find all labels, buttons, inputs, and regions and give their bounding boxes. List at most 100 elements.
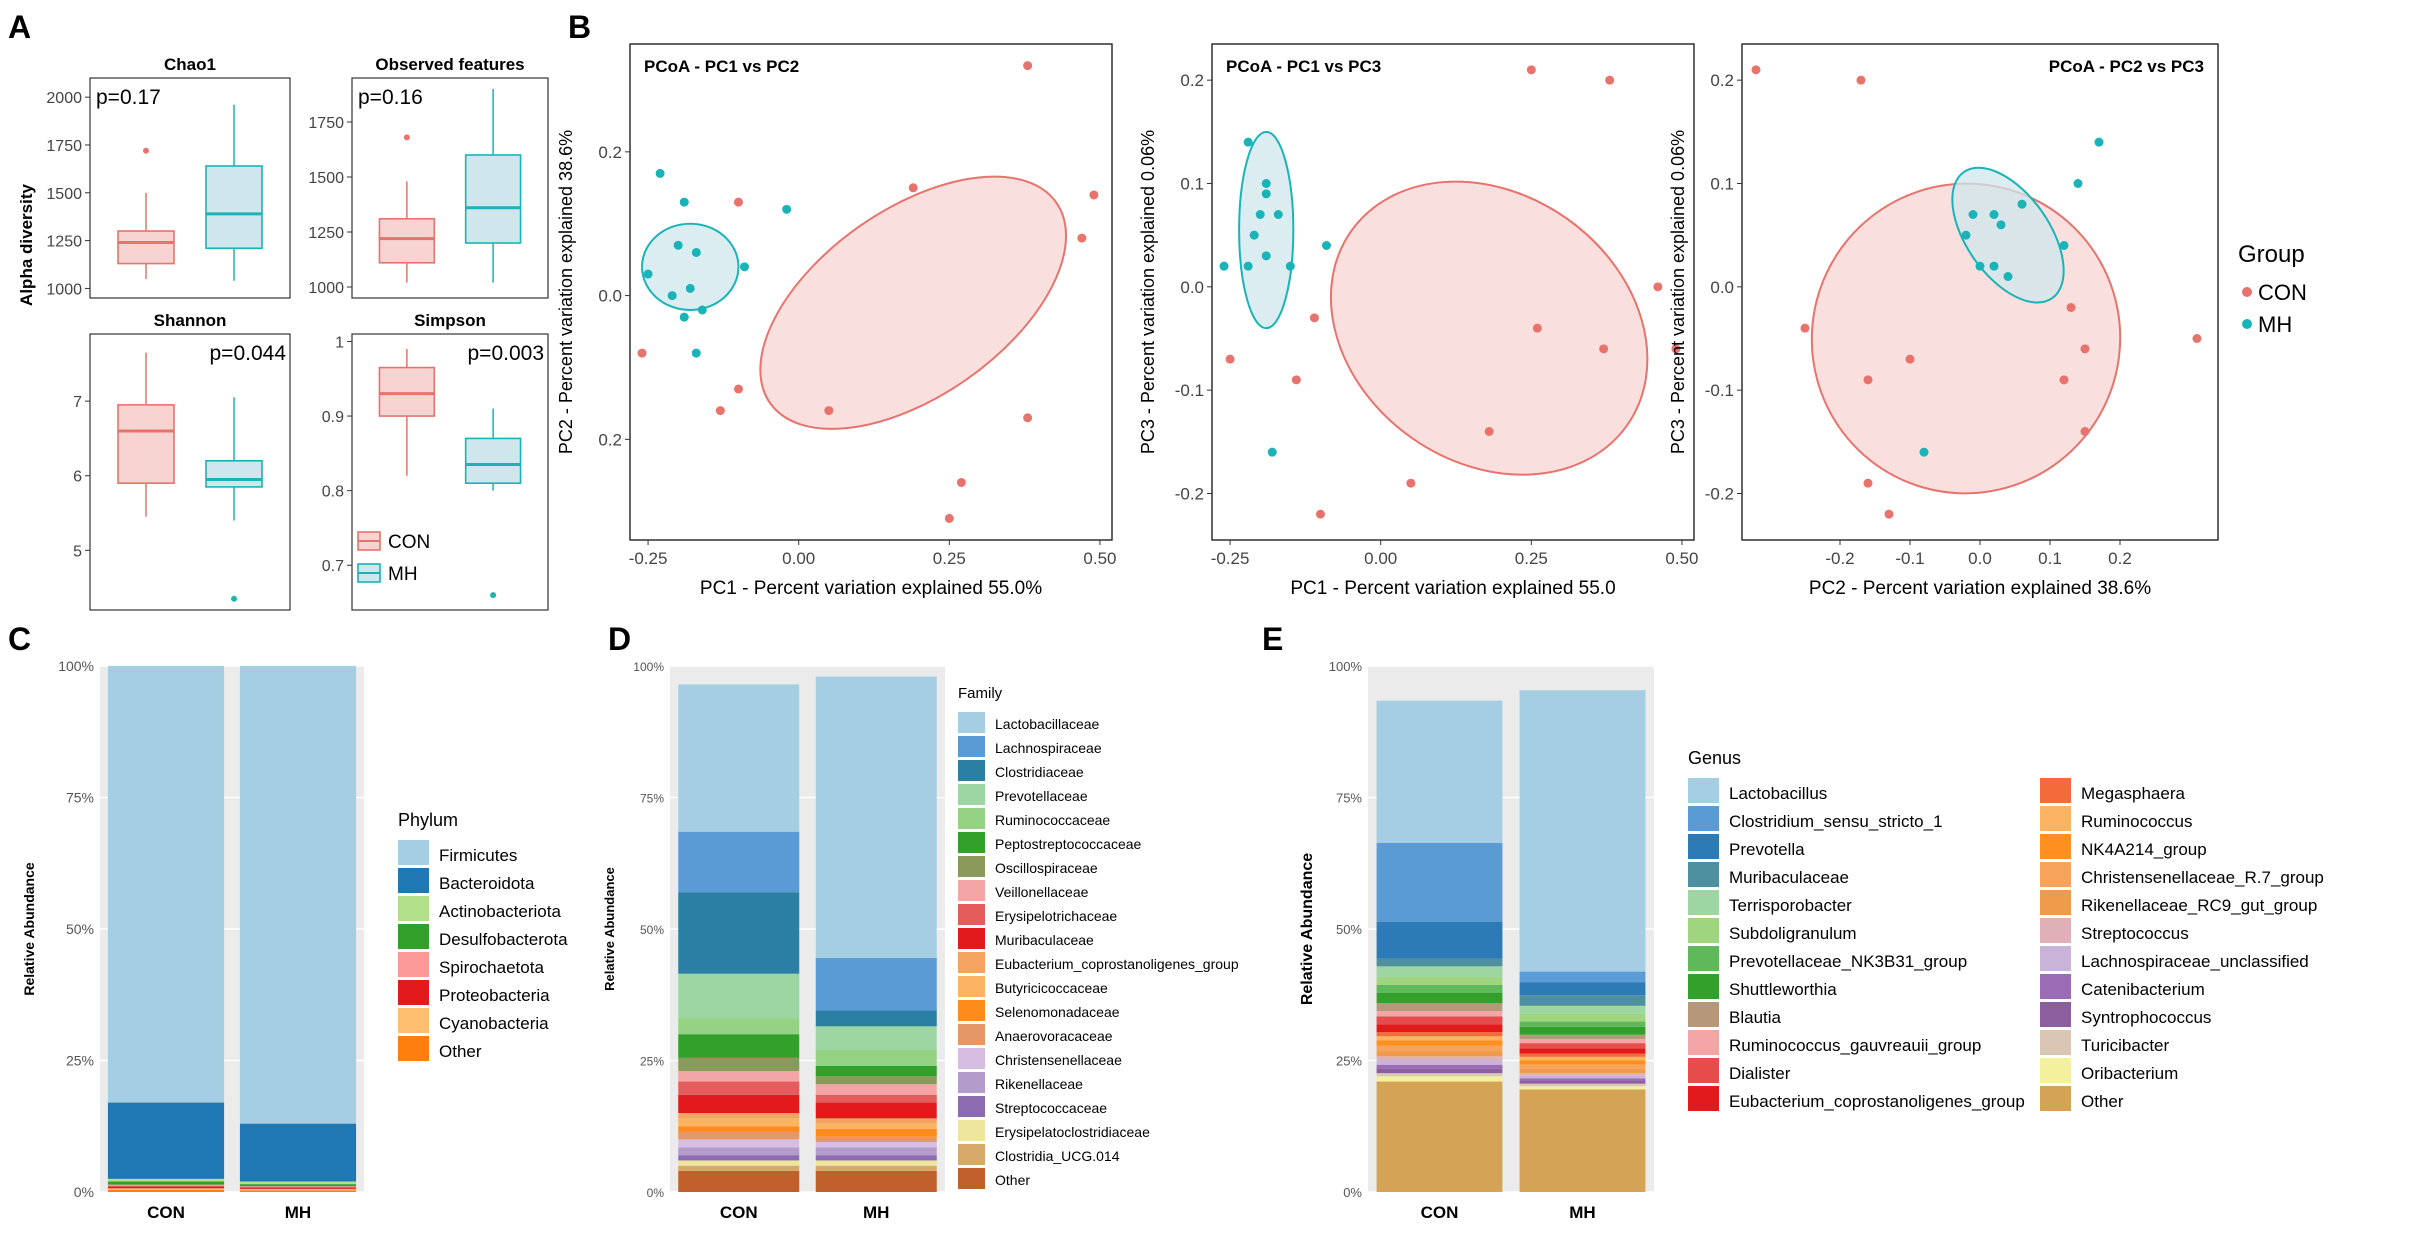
y-tick-label: 0.9: [322, 409, 344, 426]
data-point-con: [2059, 375, 2069, 385]
bar-segment-proteobacteria: [107, 1186, 225, 1189]
legend-swatch: [2040, 1002, 2071, 1027]
legend-label: Other: [2081, 1092, 2124, 1111]
data-point-mh: [1249, 230, 1259, 240]
bar-segment-streptococcus: [1376, 1056, 1503, 1061]
legend-label: Dialister: [1729, 1064, 1791, 1083]
legend-swatch: [398, 1036, 429, 1061]
bar-segment-terrisporobacter: [1376, 966, 1503, 977]
x-axis-label: PC1 - Percent variation explained 55.0: [1290, 578, 1615, 599]
legend-label: Lactobacillaceae: [995, 716, 1100, 732]
data-point-con: [824, 406, 834, 416]
bar-segment-lactobacillus: [1519, 690, 1646, 972]
panel-label-b: B: [568, 9, 591, 45]
boxplot-title: Shannon: [154, 311, 227, 330]
data-point-mh: [1255, 210, 1265, 219]
data-point-con: [1089, 190, 1099, 200]
genus-stacked-bar-chart: 0% 25% 50% 75% 100% Relative Abundance CON MH Ge…: [1299, 659, 2324, 1222]
bar-segment-dialister: [1519, 1043, 1646, 1049]
legend-swatch: [958, 952, 985, 973]
legend-title: Phylum: [398, 810, 458, 830]
bar-segment-oscillospiraceae: [678, 1057, 800, 1072]
legend-label: Desulfobacterota: [439, 930, 568, 949]
y-tick-label: 100%: [58, 658, 94, 674]
data-point-mh: [1975, 261, 1985, 271]
bar-mh: [815, 676, 937, 1192]
data-point-con: [1526, 65, 1536, 75]
bar-con: [1376, 700, 1503, 1192]
bar-segment-lachnospiraceae-unclassified: [1376, 1060, 1503, 1065]
legend-label: Muribaculaceae: [995, 932, 1094, 948]
legend-swatch: [1688, 1002, 1719, 1027]
bar-segment-ruminococcus-gauvreauii-group: [1519, 1038, 1646, 1044]
legend-swatch: [398, 952, 429, 977]
y-tick-label: 0.8: [322, 484, 344, 501]
boxplot-title: Simpson: [414, 311, 486, 330]
boxplot-title: Chao1: [164, 55, 216, 74]
y-axis-label: PC3 - Percent variation explained 0.06%: [1668, 130, 1688, 454]
bar-segment-eubacterium-coprostanoligenes-group: [815, 1118, 937, 1124]
confidence-ellipse-mh: [641, 222, 740, 311]
bar-segment-butyricicoccaceae: [815, 1123, 937, 1129]
data-point-mh: [1285, 261, 1295, 271]
data-point-mh: [1243, 261, 1253, 271]
bar-segment-ruminococcaceae: [678, 1018, 800, 1035]
data-point-mh: [2094, 137, 2104, 147]
bar-segment-bacteroidota: [239, 1123, 357, 1182]
x-tick-label: MH: [285, 1203, 311, 1222]
data-point-con: [1023, 413, 1033, 423]
legend-swatch: [958, 736, 985, 757]
y-axis-label: PC3 - Percent variation explained 0.06%: [1138, 130, 1158, 454]
bar-segment-lachnospiraceae-unclassified: [1519, 1075, 1646, 1079]
bar-segment-megasphaera: [1376, 1032, 1503, 1037]
bar-segment-turicibacter: [1519, 1083, 1646, 1087]
legend-swatch: [1688, 1058, 1719, 1083]
legend-swatch: [958, 880, 985, 901]
legend-label: Syntrophococcus: [2081, 1008, 2211, 1027]
legend-label: Actinobacteriota: [439, 902, 561, 921]
bar-segment-prevotellaceae: [815, 1026, 937, 1050]
data-point-mh: [1243, 137, 1253, 147]
bar-segment-christensenellaceae: [815, 1142, 937, 1148]
data-point-mh: [1261, 179, 1271, 188]
bar-segment-firmicutes: [107, 666, 225, 1103]
data-point-con: [1751, 65, 1761, 75]
x-tick-label: 0.00: [1364, 549, 1397, 568]
data-point-con: [944, 513, 954, 523]
legend-label: Ruminococcus_gauvreauii_group: [1729, 1036, 1981, 1055]
y-tick-label: 0.2: [1710, 71, 1734, 90]
phylum-stacked-bar-chart: 0% 25% 50% 75% 100% Relative Abundance CON MH Ph…: [21, 658, 568, 1222]
box-mh: [464, 89, 522, 283]
bar-segment-anaerovoracaceae: [678, 1131, 800, 1140]
iqr-box: [378, 366, 436, 417]
legend-label: Rikenellaceae_RC9_gut_group: [2081, 896, 2317, 915]
bar-segment-christensenellaceae: [678, 1139, 800, 1148]
pcoa-plot-1: -0.25 0.00 0.25 0.50 0.2 0.0 0.2 PC1 - Percent …: [556, 43, 1116, 599]
bar-segment-proteobacteria: [239, 1187, 357, 1189]
y-tick-label: 6: [73, 469, 82, 486]
legend-label: Erysipelotrichaceae: [995, 908, 1117, 924]
y-tick-label: 50%: [1336, 922, 1362, 937]
legend-swatch: [958, 928, 985, 949]
box-con: [117, 352, 175, 517]
legend-swatch: [958, 1120, 985, 1141]
data-point-con: [1671, 344, 1681, 354]
y-axis-label: Relative Abundance: [21, 862, 37, 996]
x-tick-label: -0.25: [1211, 549, 1250, 568]
legend-swatch: [958, 1048, 985, 1069]
legend-label: Firmicutes: [439, 846, 517, 865]
data-point-con: [2066, 303, 2076, 312]
legend-label: CON: [2258, 280, 2307, 305]
x-tick-label: 0.0: [1968, 549, 1992, 568]
legend-swatch: [2040, 806, 2071, 831]
bar-mh: [239, 666, 357, 1192]
bar-segment-actinobacteriota: [239, 1181, 357, 1185]
data-point-mh: [1321, 241, 1331, 250]
box-mh: [205, 104, 263, 281]
y-tick-label: 7: [73, 394, 82, 411]
data-point-mh: [782, 204, 792, 214]
y-tick-label: 0.0: [1710, 278, 1734, 297]
bar-segment-erysipelatoclostridiaceae: [815, 1160, 937, 1166]
data-point-con: [2080, 427, 2090, 436]
data-point-con: [1884, 509, 1894, 519]
